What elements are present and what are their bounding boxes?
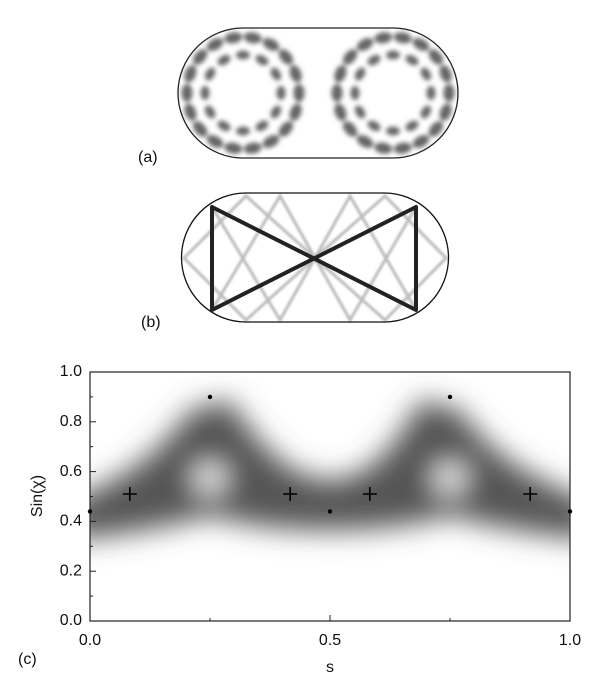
mode-lobe [393,32,412,44]
mode-lobe [428,121,444,137]
dot-marker [327,509,333,514]
mode-lobe [426,86,436,100]
y-tick-label: 0.8 [60,413,82,430]
bowtie-orbit [210,205,418,312]
mode-lobe [270,105,282,119]
mode-lobe [276,86,286,100]
dot-marker [87,509,93,514]
mode-lobe [420,67,432,81]
y-tick-label: 0.2 [60,562,82,579]
plus-marker [122,487,137,502]
mode-lobe [181,84,193,102]
mode-lobe [224,32,243,44]
panel-a [177,27,459,159]
y-tick-label: 0.0 [60,612,82,629]
mode-lobe [206,134,224,149]
mode-lobe [356,37,374,52]
dot-marker [447,394,453,400]
dot-marker [207,394,213,400]
mode-lobe [405,54,419,66]
mode-lobe [374,32,393,44]
mode-lobe [270,67,282,81]
mode-lobe [420,105,432,119]
mode-lobe [255,120,269,132]
mode-lobe [334,103,347,121]
mode-lobe [342,49,358,65]
density-map [90,400,570,538]
mode-lobe [334,65,347,83]
mode-lobe [354,67,366,81]
mode-lobe [243,32,262,44]
mode-lobe [204,67,216,81]
panel-label: (b) [141,314,161,331]
mode-lobe [236,50,250,60]
mode-lobe [262,37,280,52]
mode-lobe [439,65,452,83]
mode-lobe [255,54,269,66]
mode-lobe [386,126,400,136]
mode-lobe [289,65,302,83]
mode-lobe [367,54,381,66]
mode-lobe [217,54,231,66]
mode-lobe [200,86,210,100]
mode-lobe [217,120,231,132]
mode-lobe [236,126,250,136]
x-axis-label: s [326,659,334,676]
mode-lobe [443,84,455,102]
mode-lobe [412,134,430,149]
y-tick-label: 0.4 [60,513,82,530]
plus-marker [523,487,538,502]
mode-lobe [331,84,343,102]
mode-lobe [354,105,366,119]
mode-lobe [224,142,243,154]
mode-lobe [356,134,374,149]
mode-lobe [184,65,197,83]
panel-b [180,192,450,324]
mode-lobe [243,142,262,154]
mode-lobe [204,105,216,119]
mode-lobe [192,49,208,65]
plot: 0.0 0.2 0.4 0.6 0.8 1.0 0.0 0.5 1.0 [60,363,581,649]
y-tick-label: 1.0 [60,363,82,380]
mode-lobe [386,50,400,60]
mode-lobe [405,120,419,132]
panel-label: (a) [138,149,158,166]
mode-lobe [393,142,412,154]
billiard-boundary [177,27,459,159]
dot-marker [567,509,573,514]
y-axis-label: Sin(χ) [29,475,46,517]
y-tick-label: 0.6 [60,463,82,480]
mode-pattern [181,32,455,154]
mode-lobe [439,103,452,121]
mode-lobe [350,86,360,100]
mode-lobe [293,84,305,102]
x-tick-label: 0.5 [319,632,341,649]
mode-lobe [278,121,294,137]
mode-lobe [206,37,224,52]
x-tick-label: 1.0 [559,632,581,649]
plus-marker [283,487,298,502]
mode-lobe [428,49,444,65]
mode-lobe [367,120,381,132]
mode-lobe [262,134,280,149]
mode-lobe [184,103,197,121]
mode-lobe [192,121,208,137]
mode-lobe [342,121,358,137]
mode-lobe [412,37,430,52]
x-tick-label: 0.0 [79,632,101,649]
plus-marker [362,487,377,502]
mode-lobe [374,142,393,154]
billiard-boundary [180,192,450,323]
mode-lobe [289,103,302,121]
mode-lobe [278,49,294,65]
panel-label: (c) [18,651,37,668]
